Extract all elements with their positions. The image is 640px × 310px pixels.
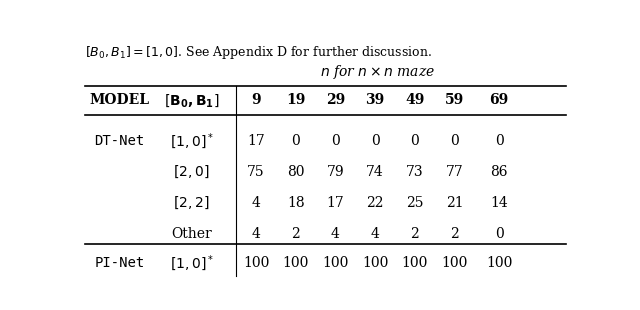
Text: 9: 9 [252,93,261,108]
Text: 100: 100 [243,256,269,270]
Text: 25: 25 [406,196,424,210]
Text: 100: 100 [362,256,388,270]
Text: 2: 2 [291,227,300,241]
Text: 59: 59 [445,93,464,108]
Text: PI-Net: PI-Net [95,256,145,270]
Text: 0: 0 [495,134,504,148]
Text: 75: 75 [247,165,265,179]
Text: Other: Other [172,227,212,241]
Text: 100: 100 [323,256,349,270]
Text: 0: 0 [450,134,459,148]
Text: 29: 29 [326,93,345,108]
Text: 100: 100 [486,256,512,270]
Text: 19: 19 [286,93,305,108]
Text: 4: 4 [252,196,260,210]
Text: 80: 80 [287,165,305,179]
Text: 100: 100 [442,256,468,270]
Text: 73: 73 [406,165,424,179]
Text: 18: 18 [287,196,305,210]
Text: 17: 17 [247,134,265,148]
Text: $[1,0]^*$: $[1,0]^*$ [170,253,214,273]
Text: 14: 14 [490,196,508,210]
Text: 69: 69 [490,93,509,108]
Text: 4: 4 [331,227,340,241]
Text: 0: 0 [291,134,300,148]
Text: 0: 0 [371,134,380,148]
Text: $[1,0]^*$: $[1,0]^*$ [170,131,214,151]
Text: 100: 100 [283,256,309,270]
Text: 2: 2 [410,227,419,241]
Text: 4: 4 [252,227,260,241]
Text: $[\mathbf{B_0, B_1}]$: $[\mathbf{B_0, B_1}]$ [164,92,220,109]
Text: 86: 86 [490,165,508,179]
Text: 2: 2 [450,227,459,241]
Text: 21: 21 [445,196,463,210]
Text: 22: 22 [366,196,384,210]
Text: $[2,2]$: $[2,2]$ [173,195,210,211]
Text: 0: 0 [495,227,504,241]
Text: 0: 0 [331,134,340,148]
Text: 79: 79 [326,165,344,179]
Text: 17: 17 [326,196,344,210]
Text: MODEL: MODEL [90,93,150,108]
Text: $[2,0]$: $[2,0]$ [173,164,210,180]
Text: $[B_0, B_1] = [1, 0]$. See Appendix D for further discussion.: $[B_0, B_1] = [1, 0]$. See Appendix D fo… [85,44,432,61]
Text: 74: 74 [366,165,384,179]
Text: 0: 0 [410,134,419,148]
Text: 49: 49 [405,93,424,108]
Text: 77: 77 [445,165,463,179]
Text: $n$ for $n \times n$ maze: $n$ for $n \times n$ maze [320,63,435,81]
Text: 100: 100 [402,256,428,270]
Text: 39: 39 [365,93,385,108]
Text: DT-Net: DT-Net [95,134,145,148]
Text: 4: 4 [371,227,380,241]
